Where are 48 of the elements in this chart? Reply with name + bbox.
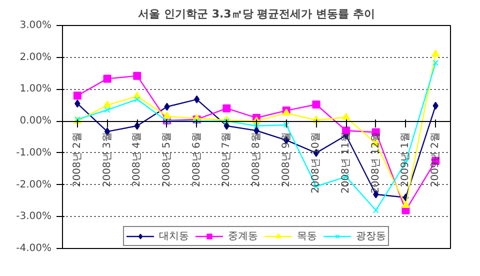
x-tick-label: 2008년 5월 — [161, 132, 172, 188]
y-tick-label: 1.00% — [20, 84, 52, 95]
point — [222, 104, 231, 112]
point — [224, 118, 230, 124]
point — [432, 50, 440, 57]
x-tick-label: 2009년 1월 — [400, 132, 412, 188]
point — [283, 122, 290, 128]
chart-title: 서울 인기학군 3.3㎡당 평균전세가 변동률 추이 — [138, 8, 375, 20]
point — [432, 102, 438, 110]
legend-label: 중계동 — [228, 230, 258, 243]
point — [372, 207, 379, 214]
point — [162, 112, 171, 119]
point — [402, 200, 410, 208]
legend-label: 광장동 — [356, 230, 386, 243]
x-tick-label: 2008년 8월 — [251, 132, 262, 188]
y-tick-label: 3.00% — [20, 20, 52, 31]
legend-label: 대치동 — [159, 230, 189, 243]
point — [73, 92, 82, 100]
point — [164, 102, 170, 111]
point — [312, 100, 320, 109]
y-tick-label: -2.00% — [16, 179, 52, 190]
y-tick-label: 2.00% — [20, 52, 52, 63]
x-tick-label: 2008년 11월 — [340, 132, 352, 194]
x-tick-label: 2008년 2월 — [72, 132, 83, 188]
point — [254, 122, 260, 129]
legend-label: 목동 — [297, 230, 317, 243]
x-tick-label: 2008년 12월 — [370, 132, 382, 194]
x-tick-label: 2008년 4월 — [132, 132, 143, 188]
x-tick-label: 2008년 6월 — [191, 132, 202, 188]
y-tick-label: -4.00% — [16, 243, 52, 254]
point — [134, 96, 140, 102]
y-tick-label: -1.00% — [16, 147, 52, 158]
point — [432, 60, 439, 66]
point — [194, 95, 200, 104]
point — [74, 100, 80, 108]
y-tick-label: 0.00% — [20, 116, 52, 127]
y-tick-label: -3.00% — [16, 211, 52, 222]
point — [103, 74, 112, 83]
point — [133, 72, 142, 80]
x-tick-label: 2008년 7월 — [221, 132, 232, 188]
point — [342, 112, 350, 120]
x-tick-label: 2008년 10월 — [310, 132, 322, 194]
point — [104, 106, 110, 113]
x-tick-label: 2008년 3월 — [102, 132, 113, 188]
point — [103, 100, 112, 108]
x-tick-label: 2009년 2월 — [430, 132, 442, 188]
x-tick-label: 2008년 9월 — [280, 132, 292, 188]
point — [194, 118, 200, 124]
